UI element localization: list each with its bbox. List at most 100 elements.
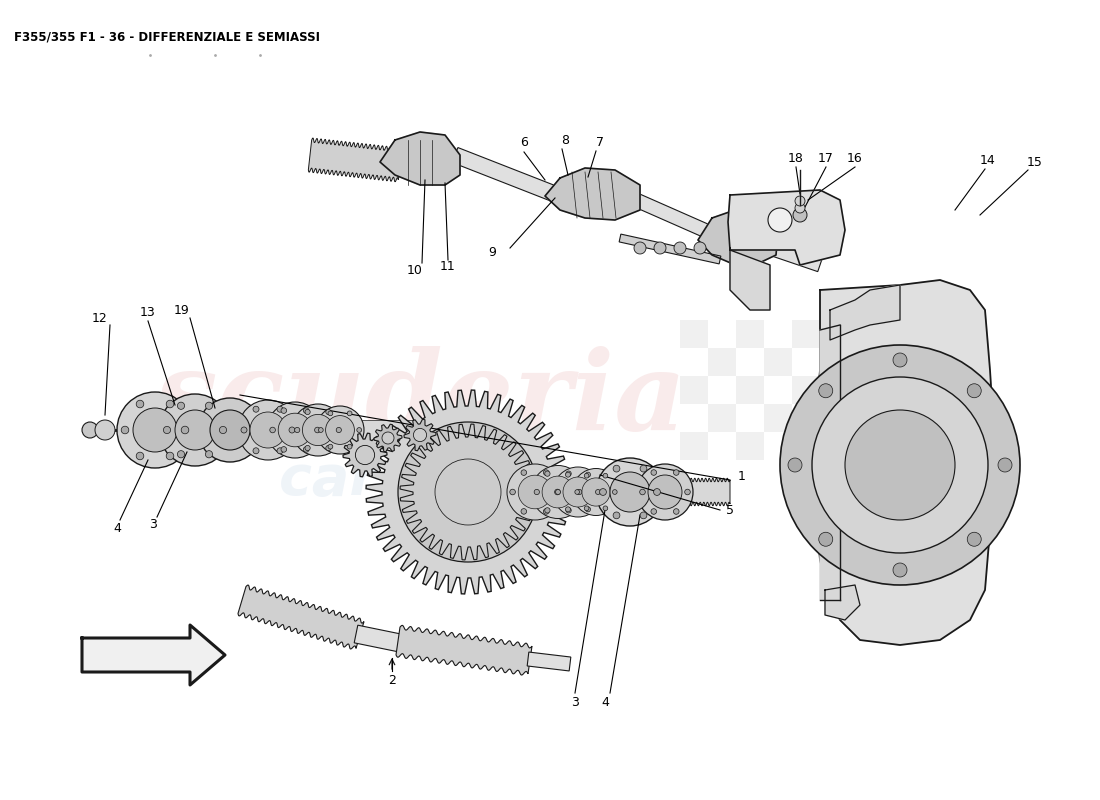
Circle shape: [177, 450, 185, 458]
Polygon shape: [308, 138, 402, 182]
Circle shape: [651, 470, 657, 475]
Circle shape: [543, 470, 549, 475]
Circle shape: [565, 507, 571, 512]
Circle shape: [177, 402, 185, 410]
Text: 4: 4: [113, 522, 121, 534]
Circle shape: [674, 242, 686, 254]
Circle shape: [521, 509, 527, 514]
Polygon shape: [527, 652, 571, 671]
Text: 1: 1: [738, 470, 746, 482]
Circle shape: [434, 459, 500, 525]
Polygon shape: [544, 168, 640, 220]
Polygon shape: [343, 433, 387, 477]
Circle shape: [521, 470, 527, 475]
Text: 4: 4: [601, 695, 609, 709]
Circle shape: [893, 353, 907, 367]
Circle shape: [270, 427, 275, 433]
Circle shape: [812, 377, 988, 553]
Circle shape: [136, 400, 144, 408]
Polygon shape: [374, 424, 401, 452]
Bar: [708, 348, 736, 376]
Circle shape: [304, 446, 309, 452]
Circle shape: [542, 476, 574, 508]
Bar: [764, 348, 792, 376]
Bar: [708, 404, 736, 432]
Circle shape: [117, 392, 192, 468]
Circle shape: [684, 489, 691, 494]
Circle shape: [603, 506, 607, 510]
Polygon shape: [815, 280, 996, 645]
Polygon shape: [452, 147, 573, 207]
Circle shape: [414, 429, 427, 442]
Polygon shape: [82, 625, 226, 685]
Circle shape: [634, 242, 646, 254]
Circle shape: [509, 489, 516, 494]
Polygon shape: [698, 210, 778, 265]
Circle shape: [253, 448, 258, 454]
Polygon shape: [820, 325, 840, 600]
Text: 19: 19: [174, 303, 190, 317]
Circle shape: [967, 384, 981, 398]
Circle shape: [121, 426, 129, 434]
Circle shape: [305, 410, 310, 414]
Polygon shape: [634, 194, 723, 243]
Text: 17: 17: [818, 151, 834, 165]
Bar: [764, 404, 792, 432]
Circle shape: [553, 467, 603, 517]
Circle shape: [818, 532, 833, 546]
Circle shape: [610, 472, 650, 512]
Circle shape: [566, 508, 571, 513]
Circle shape: [694, 242, 706, 254]
Circle shape: [160, 394, 231, 466]
Circle shape: [175, 410, 214, 450]
Bar: [680, 432, 708, 460]
Circle shape: [82, 422, 98, 438]
Bar: [736, 320, 764, 348]
Polygon shape: [404, 419, 436, 451]
Bar: [792, 320, 820, 348]
Circle shape: [544, 508, 550, 513]
Circle shape: [845, 410, 955, 520]
Bar: [736, 376, 764, 404]
Circle shape: [572, 469, 619, 515]
Circle shape: [398, 422, 538, 562]
Circle shape: [543, 509, 549, 514]
Circle shape: [277, 406, 283, 412]
Circle shape: [326, 410, 331, 414]
Polygon shape: [728, 190, 845, 265]
Circle shape: [267, 402, 323, 458]
Circle shape: [967, 532, 981, 546]
Circle shape: [241, 427, 248, 433]
Circle shape: [302, 414, 333, 446]
Circle shape: [417, 440, 519, 544]
Polygon shape: [768, 242, 823, 272]
Bar: [680, 376, 708, 404]
Circle shape: [337, 427, 341, 433]
Circle shape: [280, 446, 287, 452]
Text: 6: 6: [520, 137, 528, 150]
Circle shape: [382, 432, 394, 444]
Circle shape: [164, 426, 170, 434]
Text: 15: 15: [1027, 157, 1043, 170]
Circle shape: [554, 489, 560, 494]
Circle shape: [250, 412, 286, 448]
Circle shape: [166, 452, 174, 460]
Circle shape: [326, 446, 331, 450]
Circle shape: [565, 472, 571, 477]
Circle shape: [348, 411, 352, 416]
Text: 10: 10: [407, 263, 422, 277]
Polygon shape: [354, 625, 402, 652]
Circle shape: [818, 384, 833, 398]
Text: 5: 5: [726, 503, 734, 517]
Circle shape: [654, 242, 666, 254]
Circle shape: [348, 444, 352, 449]
Circle shape: [795, 196, 805, 206]
Circle shape: [596, 458, 664, 526]
Circle shape: [648, 475, 682, 509]
Circle shape: [640, 489, 646, 494]
Circle shape: [206, 450, 212, 458]
Circle shape: [603, 474, 607, 478]
Circle shape: [575, 490, 580, 494]
Polygon shape: [619, 234, 720, 264]
Text: 8: 8: [561, 134, 569, 146]
